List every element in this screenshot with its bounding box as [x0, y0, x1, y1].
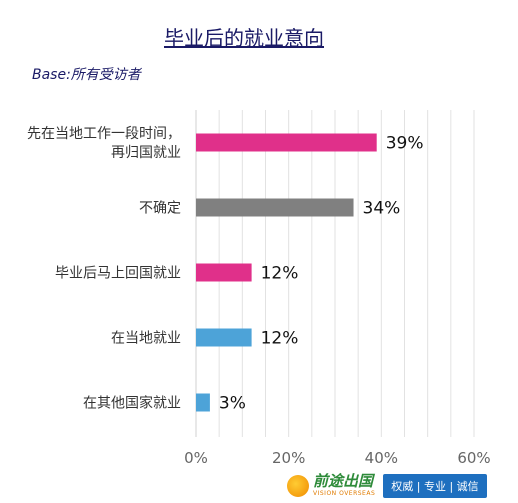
category-label: 在当地就业 [111, 331, 181, 347]
x-tick-label: 0% [184, 449, 208, 467]
data-label: 12% [261, 329, 299, 349]
chart-subtitle: Base:所有受访者 [32, 67, 141, 83]
x-tick-label: 40% [365, 449, 398, 467]
globe-icon [287, 474, 309, 497]
bar [196, 393, 210, 412]
category-label: 不确定 [139, 201, 181, 217]
x-tick-label: 60% [457, 449, 490, 467]
data-label: 12% [261, 264, 299, 284]
data-label: 3% [219, 394, 246, 414]
logo-name-cn: 前途出国 [313, 472, 374, 490]
category-label: 毕业后马上回国就业 [55, 266, 181, 282]
bar [196, 263, 252, 282]
category-label: 先在当地工作一段时间， [27, 126, 181, 142]
bar [196, 133, 377, 152]
data-label: 39% [386, 134, 424, 154]
chart-title: 毕业后的就业意向 [164, 26, 324, 50]
brand-logo: 前途出国 VISION OVERSEAS 权威 | 专业 | 诚信 [287, 468, 518, 503]
x-tick-label: 20% [272, 449, 305, 467]
logo-name-en: VISION OVERSEAS [313, 490, 376, 497]
bar [196, 198, 354, 217]
logo-slogan: 权威 | 专业 | 诚信 [383, 473, 487, 498]
category-label: 再归国就业 [111, 144, 181, 161]
bar [196, 328, 252, 347]
category-label: 在其他国家就业 [83, 395, 181, 412]
data-label: 34% [363, 199, 401, 219]
